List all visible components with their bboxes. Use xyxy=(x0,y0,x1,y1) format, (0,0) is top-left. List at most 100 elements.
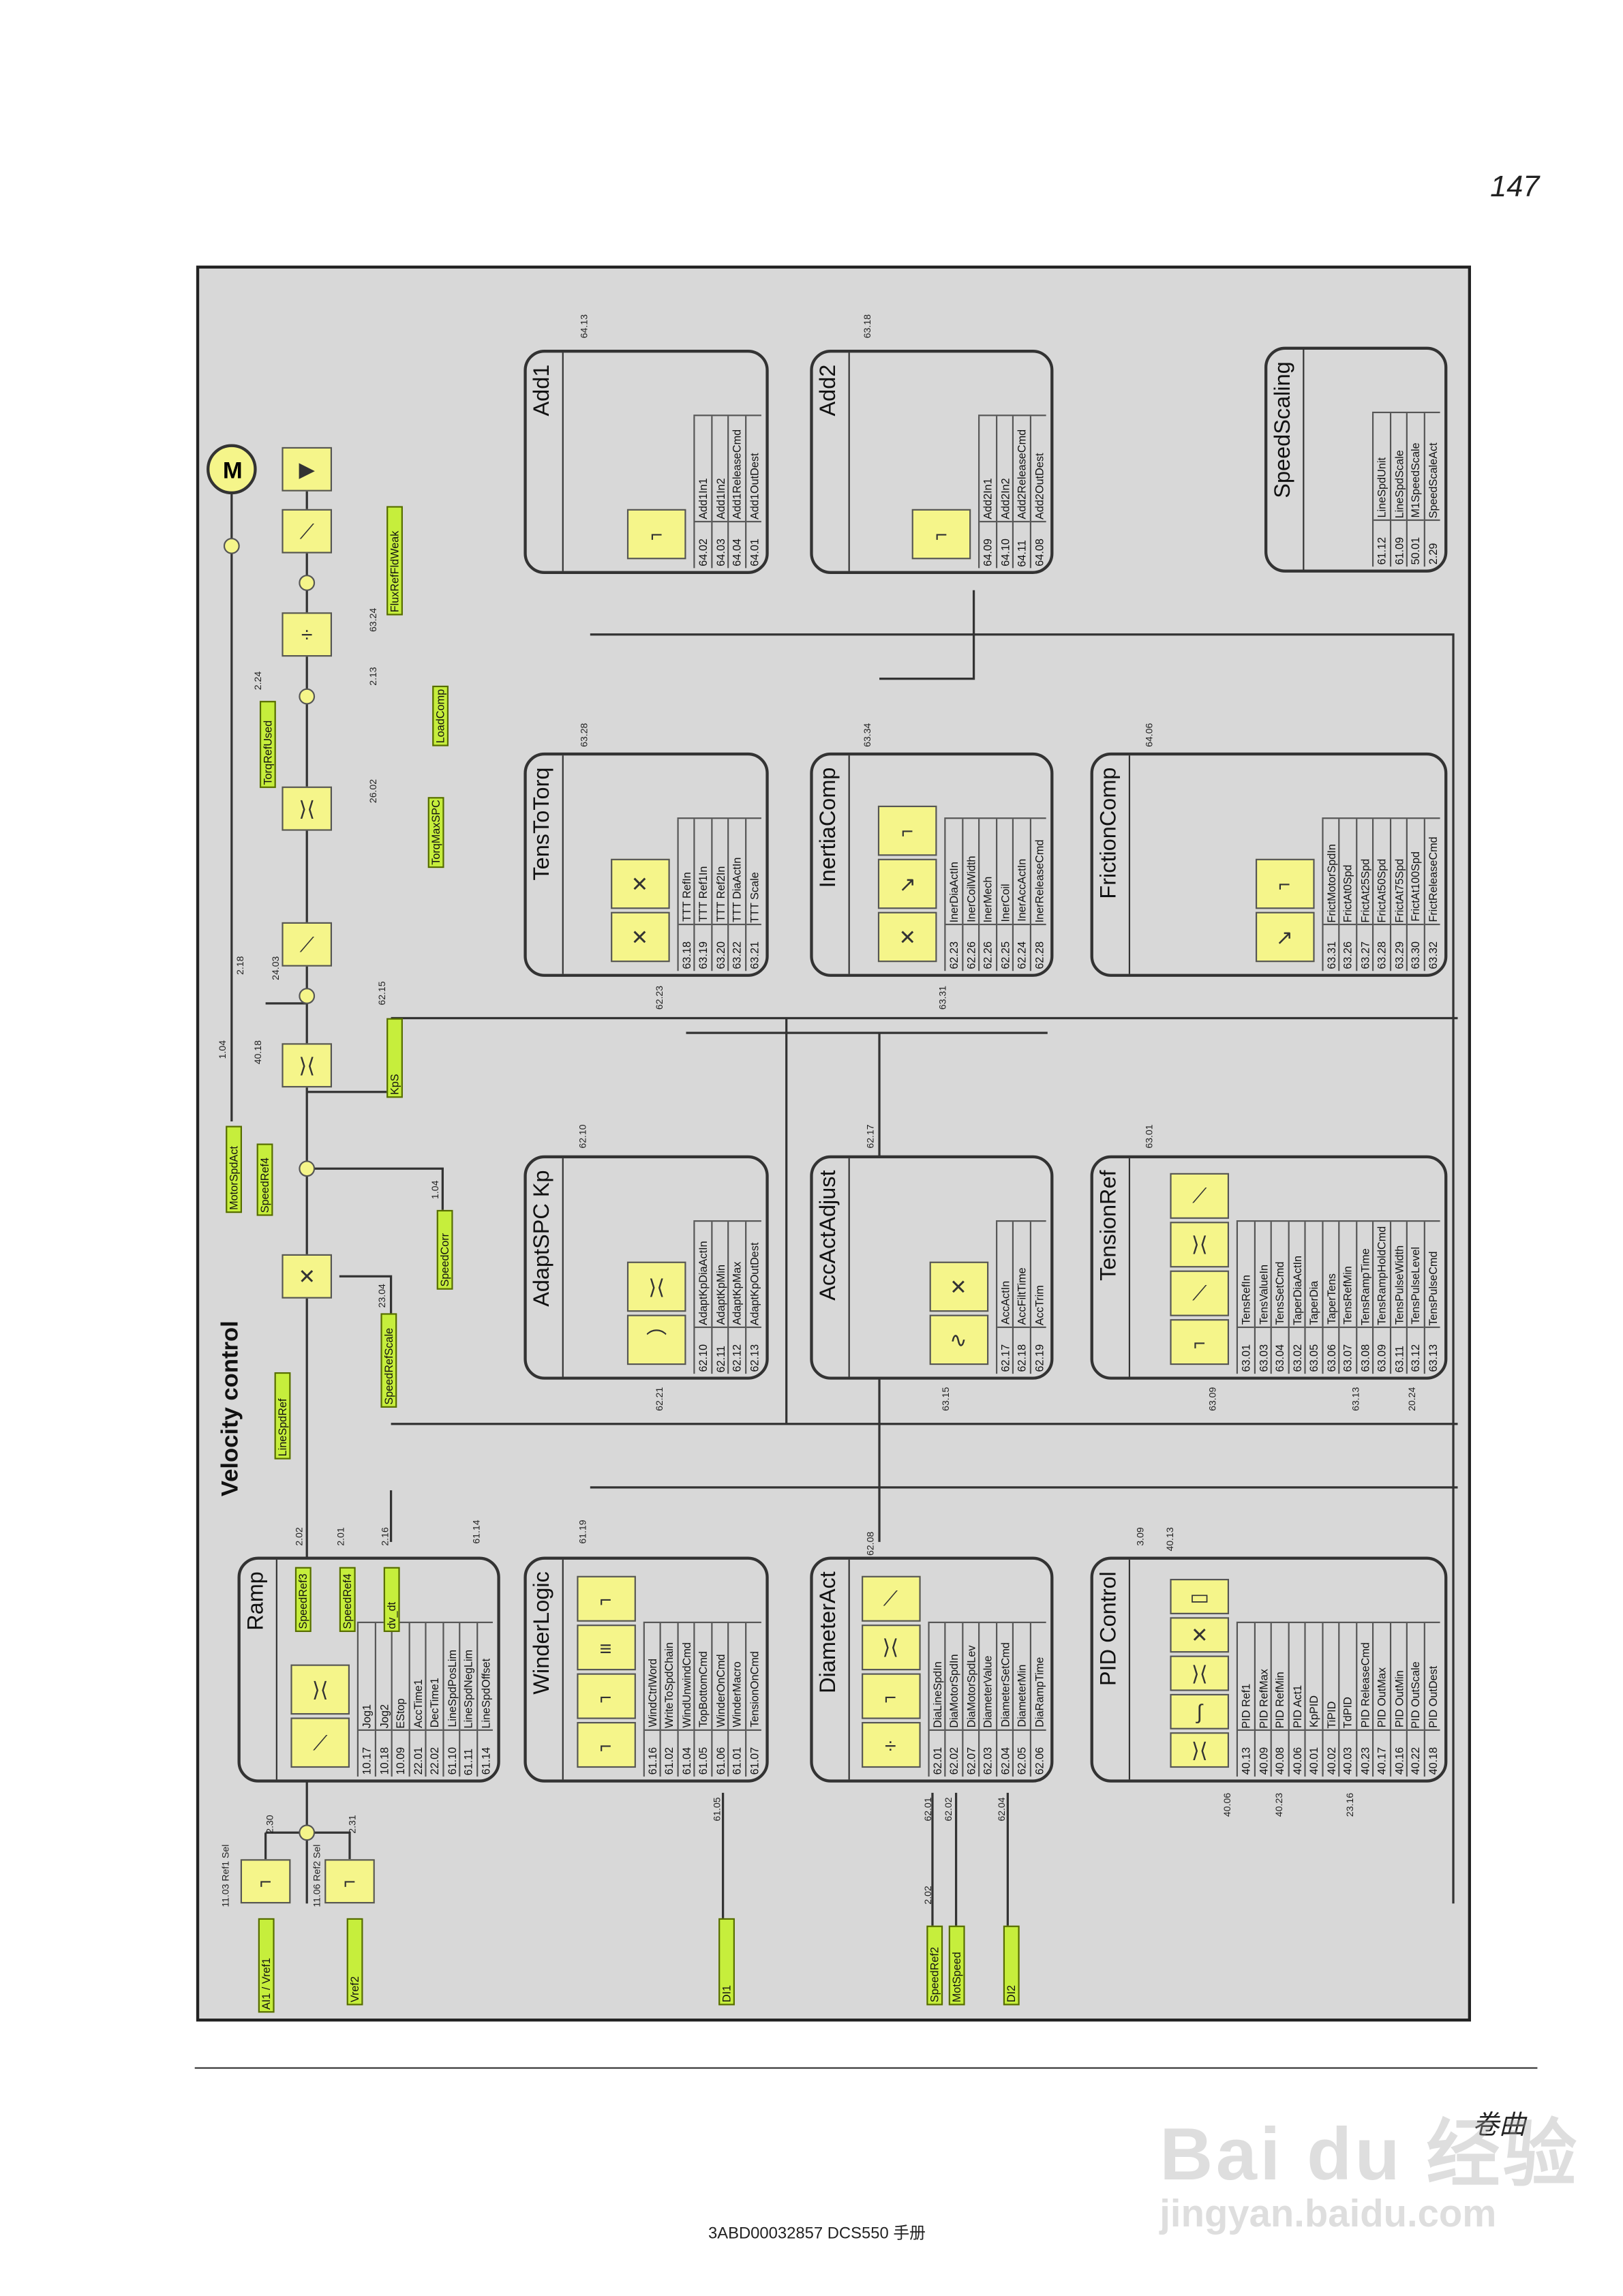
parameter-number: 61.04 xyxy=(679,1747,693,1775)
row-separator xyxy=(661,1729,677,1731)
parameter-row[interactable]: 63.01 TensRefIn xyxy=(1236,1221,1254,1374)
parameter-row[interactable]: 64.02 Add1In1 xyxy=(693,415,711,569)
parameter-row[interactable]: 62.19 AccTrim xyxy=(1029,1221,1046,1374)
parameter-row[interactable]: 64.10 Add2In2 xyxy=(995,415,1012,569)
parameter-row[interactable]: 61.16 WindCtrlWord xyxy=(642,1622,660,1777)
limiter-icon: ⟩⟨ xyxy=(282,786,333,831)
parameter-row[interactable]: 64.08 Add2OutDest xyxy=(1029,415,1046,569)
sum-junction xyxy=(299,1160,316,1177)
parameter-row[interactable]: 22.01 AccTime1 xyxy=(408,1622,425,1777)
parameter-row[interactable]: 64.11 Add2ReleaseCmd xyxy=(1012,415,1029,569)
parameter-row[interactable]: 63.11 TensPulseWidth xyxy=(1389,1221,1406,1374)
parameter-row[interactable]: 63.13 TensPulseCmd xyxy=(1423,1221,1440,1374)
parameter-row[interactable]: 63.07 TensRefMin xyxy=(1338,1221,1356,1374)
parameter-row[interactable]: 40.16 PID OutMin xyxy=(1389,1622,1406,1777)
parameter-row[interactable]: 62.26 InerCoilWidth xyxy=(961,818,979,971)
parameter-name: TensPulseWidth xyxy=(1392,1245,1406,1325)
parameter-row[interactable]: 63.06 TaperTens xyxy=(1321,1221,1339,1374)
parameter-row[interactable]: 2.29 SpeedScaleAct xyxy=(1423,412,1440,567)
parameter-row[interactable]: 40.03 TdPID xyxy=(1338,1622,1356,1777)
parameter-row[interactable]: 62.06 DiaRampTime xyxy=(1029,1622,1046,1777)
parameter-row[interactable]: 40.02 TiPID xyxy=(1321,1622,1339,1777)
parameter-row[interactable]: 40.17 PID OutMax xyxy=(1371,1622,1389,1777)
parameter-row[interactable]: 63.05 TaperDia xyxy=(1304,1221,1322,1374)
parameter-row[interactable]: 61.05 TopBottomCmd xyxy=(693,1622,711,1777)
parameter-row[interactable]: 63.19 TTT Ref1In xyxy=(693,818,711,971)
parameter-number: 10.17 xyxy=(360,1747,374,1775)
parameter-row[interactable]: 10.09 EStop xyxy=(391,1622,408,1777)
parameter-row[interactable]: 63.08 TensRampTime xyxy=(1355,1221,1372,1374)
parameter-name: DecTime1 xyxy=(427,1678,442,1728)
parameter-row[interactable]: 61.12 LineSpdUnit xyxy=(1371,412,1389,567)
parameter-row[interactable]: 63.22 TTT DiaActIn xyxy=(727,818,744,971)
parameter-row[interactable]: 10.18 Jog2 xyxy=(374,1622,391,1777)
parameter-row[interactable]: 40.01 KpPID xyxy=(1304,1622,1322,1777)
parameter-row[interactable]: 61.14 LineSpdOffset xyxy=(476,1622,493,1777)
parameter-row[interactable]: 62.25 InerCoil xyxy=(995,818,1012,971)
parameter-row[interactable]: 64.03 Add1In2 xyxy=(710,415,728,569)
parameter-row[interactable]: 61.04 WindUnwindCmd xyxy=(676,1622,694,1777)
parameter-row[interactable]: 22.02 DecTime1 xyxy=(425,1622,442,1777)
parameter-name: EStop xyxy=(393,1697,408,1728)
parameter-name: WriteToSpdChain xyxy=(662,1642,676,1728)
parameter-row[interactable]: 63.18 TTT RefIn xyxy=(676,818,694,971)
parameter-row[interactable]: 62.02 DiaMotorSpdIn xyxy=(944,1622,962,1777)
parameter-row[interactable]: 62.11 AdaptKpMin xyxy=(710,1221,728,1374)
parameter-number: 62.26 xyxy=(981,941,995,970)
parameter-row[interactable]: 62.28 InerReleaseCmd xyxy=(1029,818,1046,971)
parameter-row[interactable]: 63.27 FrictAt25Spd xyxy=(1355,818,1372,971)
parameter-row[interactable]: 64.09 Add2In1 xyxy=(978,415,995,569)
parameter-row[interactable]: 50.01 M1SpeedScale xyxy=(1406,412,1423,567)
parameter-row[interactable]: 63.30 FrictAt100Spd xyxy=(1406,818,1423,971)
parameter-row[interactable]: 62.18 AccFiltTime xyxy=(1012,1221,1029,1374)
signal-label: 63.15 xyxy=(941,1387,952,1411)
parameter-row[interactable]: 40.18 PID OutDest xyxy=(1423,1622,1440,1777)
block-title-strip xyxy=(1093,1158,1131,1377)
parameter-row[interactable]: 62.10 AdaptKpDiaActIn xyxy=(693,1221,711,1374)
parameter-row[interactable]: 64.01 Add1OutDest xyxy=(744,415,761,569)
parameter-row[interactable]: 62.17 AccActIn xyxy=(995,1221,1012,1374)
parameter-row[interactable]: 40.09 PID RefMax xyxy=(1253,1622,1271,1777)
parameter-row[interactable]: 63.04 TensSetCmd xyxy=(1270,1221,1288,1374)
parameter-row[interactable]: 61.10 LineSpdPosLim xyxy=(442,1622,459,1777)
parameter-row[interactable]: 63.32 FrictReleaseCmd xyxy=(1423,818,1440,971)
parameter-row[interactable]: 40.08 PID RefMin xyxy=(1270,1622,1288,1777)
row-separator xyxy=(1305,1729,1322,1731)
parameter-row[interactable]: 40.23 PID ReleaseCmd xyxy=(1355,1622,1372,1777)
parameter-row[interactable]: 62.12 AdaptKpMax xyxy=(727,1221,744,1374)
parameter-row[interactable]: 62.23 InerDiaActIn xyxy=(944,818,962,971)
parameter-row[interactable]: 62.24 InerAccActIn xyxy=(1012,818,1029,971)
parameter-row[interactable]: 63.12 TensPulseLevel xyxy=(1406,1221,1423,1374)
parameter-row[interactable]: 40.13 PID Ref1 xyxy=(1236,1622,1254,1777)
parameter-number: 10.18 xyxy=(377,1747,391,1775)
parameter-row[interactable]: 62.13 AdaptKpOutDest xyxy=(744,1221,761,1374)
parameter-row[interactable]: 63.29 FrictAt75Spd xyxy=(1389,818,1406,971)
parameter-row[interactable]: 10.17 Jog1 xyxy=(357,1622,374,1777)
parameter-row[interactable]: 62.04 DiameterSetCmd xyxy=(995,1622,1012,1777)
parameter-row[interactable]: 62.01 DiaLineSpdIn xyxy=(927,1622,945,1777)
parameter-name: DiameterSetCmd xyxy=(998,1643,1012,1728)
parameter-row[interactable]: 64.04 Add1ReleaseCmd xyxy=(727,415,744,569)
parameter-row[interactable]: 61.07 TensionOnCmd xyxy=(744,1622,761,1777)
parameter-row[interactable]: 63.21 TTT Scale xyxy=(744,818,761,971)
parameter-row[interactable]: 63.09 TensRampHoldCmd xyxy=(1371,1221,1389,1374)
parameter-row[interactable]: 63.02 TaperDiaActIn xyxy=(1287,1221,1305,1374)
parameter-row[interactable]: 61.06 WinderOnCmd xyxy=(710,1622,728,1777)
parameter-row[interactable]: 61.09 LineSpdScale xyxy=(1389,412,1406,567)
parameter-row[interactable]: 63.26 FrictAt0Spd xyxy=(1338,818,1356,971)
parameter-row[interactable]: 62.05 DiameterMin xyxy=(1012,1622,1029,1777)
parameter-row[interactable]: 63.31 FrictMotorSpdIn xyxy=(1321,818,1339,971)
parameter-row[interactable]: 62.07 DiaMotorSpdLev xyxy=(961,1622,979,1777)
parameter-row[interactable]: 61.02 WriteToSpdChain xyxy=(659,1622,677,1777)
parameter-row[interactable]: 63.28 FrictAt50Spd xyxy=(1371,818,1389,971)
parameter-row[interactable]: 63.20 TTT Ref2In xyxy=(710,818,728,971)
parameter-row[interactable]: 61.11 LineSpdNegLim xyxy=(459,1622,476,1777)
parameter-row[interactable]: 40.06 PID Act1 xyxy=(1287,1622,1305,1777)
parameter-row[interactable]: 61.01 WinderMacro xyxy=(727,1622,744,1777)
parameter-row[interactable]: 63.03 TensValueIn xyxy=(1253,1221,1271,1374)
parameter-number: 63.01 xyxy=(1239,1344,1253,1372)
parameter-row[interactable]: 62.26 InerMech xyxy=(978,818,995,971)
parameter-row[interactable]: 62.03 DiameterValue xyxy=(978,1622,995,1777)
parameter-name: AccFiltTime xyxy=(1015,1267,1029,1325)
parameter-row[interactable]: 40.22 PID OutScale xyxy=(1406,1622,1423,1777)
